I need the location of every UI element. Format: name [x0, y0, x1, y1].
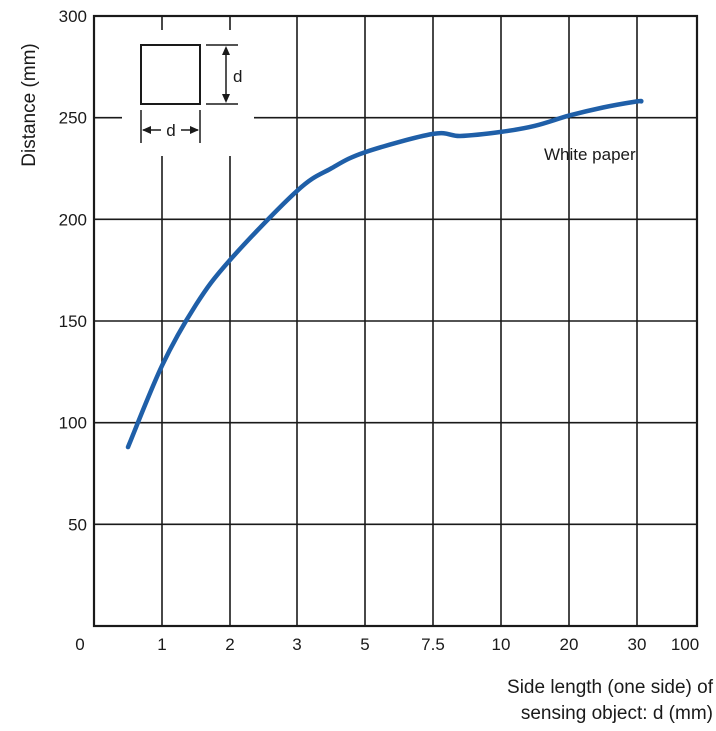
- inset-label-horizontal: d: [166, 121, 175, 140]
- y-tick-label-50: 50: [68, 515, 87, 534]
- y-axis-title: Distance (mm): [19, 43, 40, 167]
- series-point-0-3: [229, 259, 231, 261]
- x-tick-label-20: 20: [560, 635, 579, 654]
- x-axis-title-line-2: sensing object: d (mm): [521, 703, 713, 724]
- series-point-0-14: [641, 101, 643, 103]
- series-layer: [125, 98, 644, 450]
- arrow-left-icon: [142, 126, 151, 134]
- x-tick-label-100: 100: [671, 635, 699, 654]
- y-tick-label-100: 100: [59, 414, 87, 433]
- inset-background: [122, 30, 254, 156]
- x-tick-label-30: 30: [628, 635, 647, 654]
- x-axis-title-line-1: Side length (one side) of: [507, 677, 714, 698]
- series-point-0-9: [500, 131, 502, 133]
- y-tick-label-300: 300: [59, 7, 87, 26]
- series-point-0-4: [296, 190, 298, 192]
- series-point-0-8: [459, 135, 461, 137]
- series-point-0-12: [602, 107, 604, 109]
- series-point-0-10: [534, 125, 536, 127]
- x-tick-label-1: 1: [157, 635, 166, 654]
- series-point-0-6: [364, 151, 366, 153]
- x-tick-labels: 0 1 2 3 5 7.5 10 20 30 100: [75, 635, 699, 654]
- arrow-up-icon: [222, 46, 230, 55]
- y-tick-label-200: 200: [59, 210, 87, 229]
- series-point-0-7: [432, 133, 434, 135]
- x-tick-label-2: 2: [225, 635, 234, 654]
- series-point-0-0: [127, 446, 129, 448]
- x-tick-label-7.5: 7.5: [421, 635, 445, 654]
- series-line-white-paper: [125, 98, 644, 450]
- x-tick-label-5: 5: [360, 635, 369, 654]
- y-tick-labels: 300 250 200 150 100 50: [59, 7, 87, 534]
- series-point-0-1: [161, 365, 163, 367]
- series-point-0-13: [636, 101, 638, 103]
- x-tick-label-10: 10: [492, 635, 511, 654]
- arrow-right-icon: [190, 126, 199, 134]
- grid-lines: [94, 16, 697, 626]
- series-annotation: White paper: [544, 145, 636, 164]
- x-tick-label-3: 3: [292, 635, 301, 654]
- series-point-0-11: [568, 115, 570, 117]
- x-tick-label-0: 0: [75, 635, 84, 654]
- y-tick-label-150: 150: [59, 312, 87, 331]
- series-point-0-5: [330, 168, 332, 170]
- inset-square: [140, 44, 201, 105]
- plot-border: [92, 14, 699, 628]
- inset-diagram: d d: [122, 30, 254, 156]
- series-point-0-2: [195, 304, 197, 306]
- arrow-down-icon: [222, 94, 230, 103]
- y-tick-label-250: 250: [59, 109, 87, 128]
- inset-label-vertical: d: [233, 67, 242, 86]
